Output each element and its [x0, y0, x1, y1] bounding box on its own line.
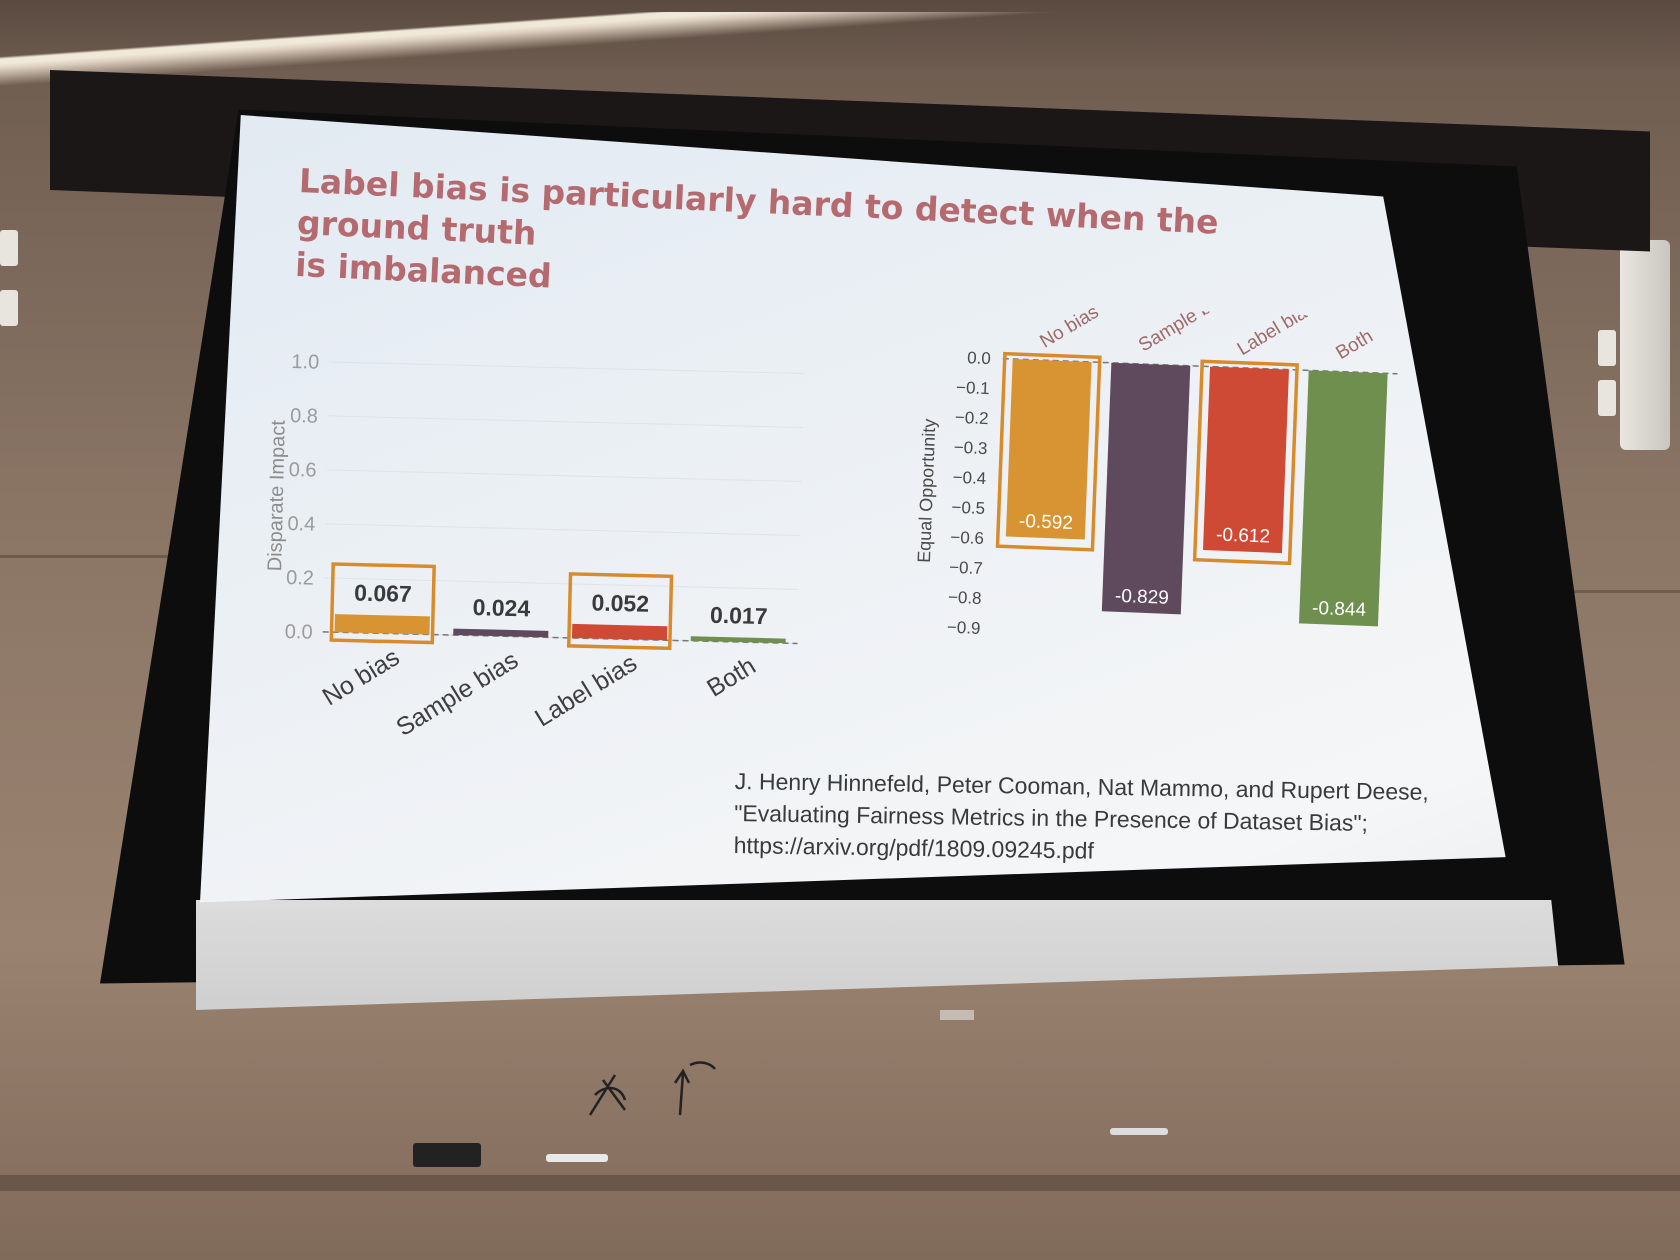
x-tick-label: Both: [702, 652, 760, 703]
whiteboard-tray: [0, 1175, 1680, 1191]
wall-socket: [0, 290, 18, 326]
whiteboard-marker: [546, 1154, 608, 1162]
y-tick-label: 0.2: [286, 567, 314, 590]
x-tick-label: Label bias: [530, 649, 642, 733]
y-axis-label: Equal Opportunity: [914, 418, 940, 563]
citation: J. Henry Hinnefeld, Peter Cooman, Nat Ma…: [733, 765, 1534, 874]
wall-socket: [0, 230, 18, 266]
wall-panel-line-left: [0, 555, 220, 558]
y-tick-label: −0.3: [953, 438, 987, 458]
y-tick-label: −0.5: [951, 498, 985, 518]
y-tick-label: −0.4: [952, 468, 986, 488]
y-tick-label: −0.8: [948, 588, 982, 608]
data-label: -0.829: [1115, 586, 1170, 609]
whiteboard-eraser: [413, 1143, 481, 1167]
wall-socket: [1598, 330, 1616, 366]
data-label: 0.017: [710, 602, 768, 629]
grid-line: [326, 469, 802, 483]
wall-panel-line-right: [1520, 590, 1680, 593]
projected-slide: [200, 115, 1506, 903]
grid-line: [327, 415, 803, 429]
x-tick-label: Sample bias: [391, 646, 523, 742]
y-tick-label: −0.7: [949, 558, 983, 578]
y-tick-label: 0.0: [285, 621, 313, 644]
disparate-impact-chart: 1.0 0.8 0.6 0.4 0.2 0.0 Disparate Impact 0.067 N…: [264, 351, 805, 742]
x-tick-label: No bias: [318, 643, 405, 711]
y-tick-label: −0.1: [956, 378, 990, 398]
bar-both: [1298, 370, 1388, 627]
highlight-box: [995, 351, 1102, 552]
highlight-box: [329, 562, 436, 645]
data-label: 0.024: [472, 594, 530, 621]
bar-sample-bias: [1101, 362, 1191, 615]
y-axis-label: Disparate Impact: [264, 419, 290, 571]
y-tick-label: 0.8: [290, 405, 318, 428]
x-tick-label: Both: [1332, 326, 1376, 364]
highlight-box: [566, 572, 674, 651]
y-tick-label: 1.0: [291, 351, 319, 374]
grid-line: [325, 523, 801, 537]
wall-socket: [1598, 380, 1616, 416]
equal-opportunity-chart: 0.0 −0.1 −0.2 −0.3 −0.4 −0.5 −0.6 −0.7 −0.8 −0.9 E…: [914, 300, 1398, 638]
data-label: -0.592: [1019, 511, 1074, 534]
screen-brand-plate: [940, 1010, 974, 1020]
bar-both: [690, 636, 786, 644]
y-tick-label: −0.9: [947, 618, 981, 638]
y-tick-label: −0.6: [950, 528, 984, 548]
bar-label-bias: [571, 623, 668, 641]
data-label: 0.052: [591, 589, 649, 616]
bar-sample-bias: [453, 628, 549, 638]
data-label: -0.612: [1216, 525, 1271, 548]
data-label: 0.067: [354, 580, 412, 607]
grid-line: [329, 361, 805, 375]
y-tick-label: 0.6: [289, 459, 317, 482]
y-tick-label: 0.4: [287, 513, 315, 536]
highlight-box: [1192, 359, 1299, 566]
screen-lower-margin: [196, 900, 1559, 1010]
y-tick-label: 0.0: [967, 348, 991, 368]
wall-speaker: [1620, 240, 1670, 450]
bar-label-bias: [1202, 366, 1289, 554]
x-tick-label: No bias: [1036, 301, 1102, 352]
bar-no-bias: [334, 614, 430, 635]
data-label: -0.844: [1312, 598, 1367, 621]
y-tick-label: −0.2: [955, 408, 989, 428]
whiteboard-scribble: [588, 1061, 716, 1116]
whiteboard-marker: [1110, 1128, 1168, 1135]
bar-no-bias: [1005, 358, 1092, 540]
grid-line: [323, 577, 799, 590]
